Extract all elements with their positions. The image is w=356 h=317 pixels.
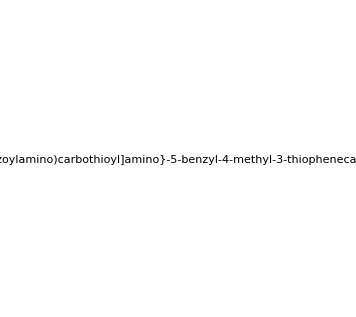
Text: 2-{[(benzoylamino)carbothioyl]amino}-5-benzyl-4-methyl-3-thiophenecarboxamide: 2-{[(benzoylamino)carbothioyl]amino}-5-b…: [0, 155, 356, 165]
